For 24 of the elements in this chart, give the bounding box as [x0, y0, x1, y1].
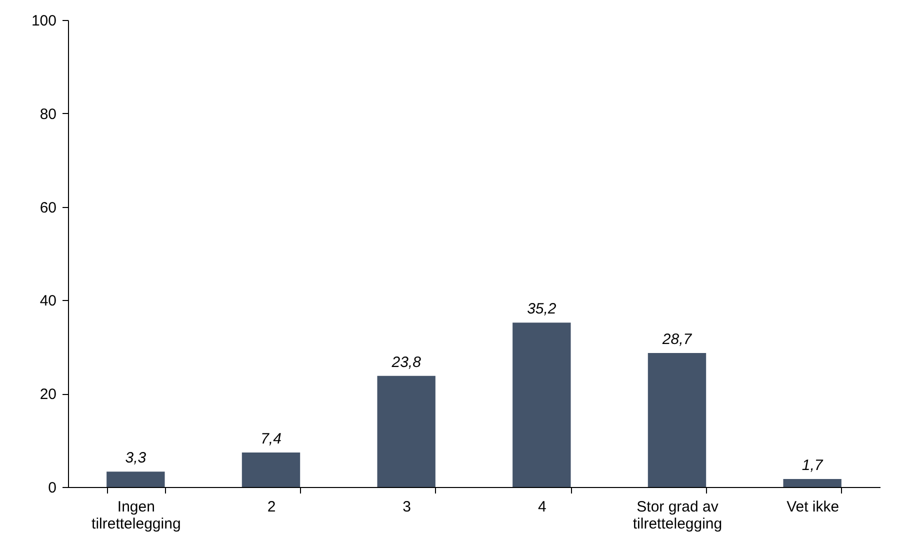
x-tick-label: Stor grad av tilrettelegging — [632, 498, 722, 532]
data-label: 7,4 — [260, 430, 282, 448]
bar — [106, 472, 165, 487]
bar — [783, 479, 842, 487]
data-label: 28,7 — [661, 330, 692, 348]
y-tick-label: 40 — [40, 292, 56, 310]
bar — [648, 352, 706, 487]
bar — [512, 322, 571, 487]
data-label: 1,7 — [802, 457, 824, 474]
x-tick-label: 4 — [538, 498, 546, 516]
x-tick-label: Vet ikke — [786, 498, 840, 516]
y-tick-label: 100 — [31, 12, 56, 30]
y-tick-label: 60 — [40, 199, 56, 216]
y-tick-label: 20 — [40, 386, 56, 404]
x-tick-label: 2 — [267, 498, 276, 516]
y-tick-label: 80 — [40, 106, 56, 123]
y-tick-label: 0 — [48, 480, 56, 496]
data-label: 23,8 — [390, 354, 422, 371]
bar — [242, 452, 300, 487]
data-label: 3,3 — [125, 450, 147, 467]
x-tick-label: Ingen tilrettelegging — [92, 498, 181, 532]
data-label: 35,2 — [527, 300, 557, 318]
x-tick-label: 3 — [402, 498, 412, 516]
bar — [377, 376, 436, 487]
